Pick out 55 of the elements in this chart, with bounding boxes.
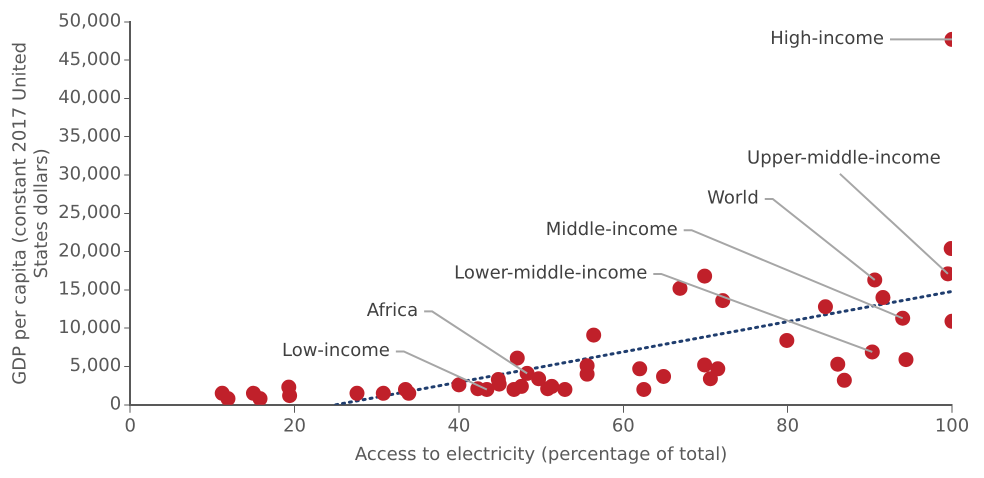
point bbox=[867, 272, 882, 288]
x-tick-label: 100 bbox=[934, 415, 970, 436]
annotation: World bbox=[707, 188, 759, 209]
point bbox=[779, 332, 794, 348]
point bbox=[710, 361, 726, 376]
x-tick-label: 0 bbox=[124, 415, 136, 436]
annotation: Lower-middle-income bbox=[454, 262, 648, 284]
x-tick-label: 40 bbox=[447, 415, 470, 436]
x-tick-label: 60 bbox=[612, 415, 635, 436]
point bbox=[818, 299, 833, 314]
y-tick-label: 10,000 bbox=[58, 316, 122, 338]
point bbox=[697, 357, 712, 372]
point bbox=[401, 386, 416, 401]
y-tick-label: 25,000 bbox=[58, 202, 122, 223]
point bbox=[557, 382, 572, 397]
point bbox=[656, 368, 672, 384]
y-tick-label: 35,000 bbox=[58, 125, 122, 146]
annotation: Africa bbox=[366, 300, 418, 322]
point bbox=[220, 391, 236, 405]
y-tick-label: 5,000 bbox=[70, 355, 122, 376]
y-tick-label: 45,000 bbox=[58, 48, 122, 70]
y-tick-label: 15,000 bbox=[58, 278, 122, 300]
point bbox=[697, 268, 712, 284]
point bbox=[895, 310, 910, 326]
annotation: Middle-income bbox=[546, 218, 678, 240]
annotation: High-income bbox=[770, 28, 884, 50]
point bbox=[702, 371, 718, 386]
point bbox=[632, 361, 648, 376]
point bbox=[836, 372, 852, 388]
annotation: Upper-middle-income bbox=[747, 147, 941, 168]
point bbox=[586, 328, 602, 343]
x-axis-title: Access to electricity (percentage of total) bbox=[354, 444, 728, 465]
y-tick-label: 30,000 bbox=[58, 164, 122, 185]
y-tick-label: 20,000 bbox=[58, 240, 122, 262]
x-tick-label: 80 bbox=[776, 415, 800, 436]
point bbox=[636, 382, 652, 397]
y-tick-label: 50,000 bbox=[58, 10, 122, 32]
point bbox=[510, 350, 525, 366]
y-tick-label: 0 bbox=[110, 393, 122, 414]
point bbox=[252, 391, 268, 405]
y-axis-title: GDP per capita (constant 2017 United States dollars) bbox=[9, 42, 52, 385]
point bbox=[830, 356, 846, 372]
point bbox=[864, 344, 880, 360]
point bbox=[531, 371, 546, 386]
point bbox=[672, 280, 688, 296]
point bbox=[544, 378, 560, 394]
point bbox=[451, 377, 466, 392]
y-tick-label: 40,000 bbox=[58, 87, 122, 108]
point bbox=[514, 378, 529, 394]
point bbox=[350, 386, 365, 401]
point bbox=[875, 290, 890, 306]
annotation: Low-income bbox=[282, 340, 390, 362]
point bbox=[898, 352, 914, 368]
x-tick-label: 20 bbox=[283, 415, 306, 436]
point bbox=[376, 386, 391, 401]
